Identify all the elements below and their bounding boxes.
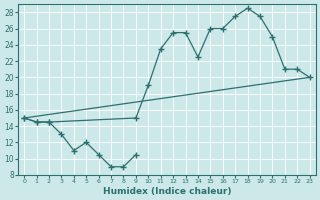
X-axis label: Humidex (Indice chaleur): Humidex (Indice chaleur) <box>103 187 231 196</box>
